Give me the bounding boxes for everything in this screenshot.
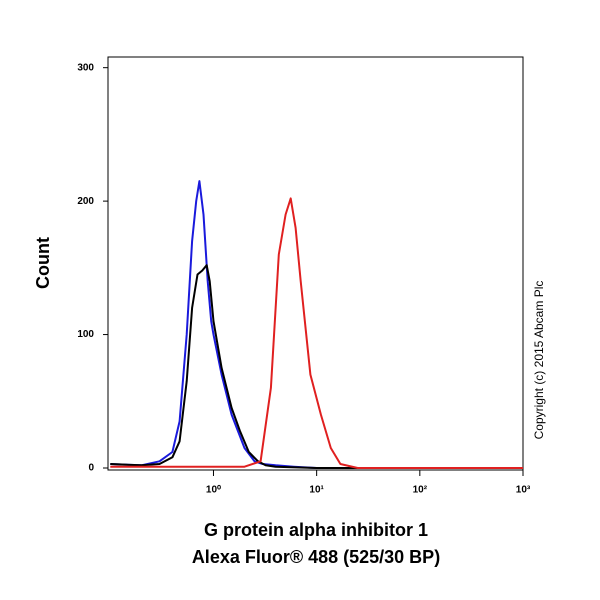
x-tick-label: 10³ (516, 485, 531, 496)
y-tick-label: 0 (88, 463, 94, 474)
y-tick-label: 300 (77, 62, 94, 73)
x-tick-label: 10² (413, 485, 428, 496)
plot-frame (107, 56, 524, 471)
copyright: Copyright (c) 2015 Abcam Plc (532, 281, 546, 440)
y-axis-label: Count (33, 237, 53, 289)
x-tick-label: 10¹ (309, 485, 324, 496)
x-axis-label: G protein alpha inhibitor 1 (204, 520, 428, 540)
series-line (110, 197, 523, 469)
x-tick-label: 10⁰ (206, 485, 221, 496)
y-tick-label: 100 (77, 329, 94, 340)
series-line (110, 264, 523, 469)
y-tick-label: 200 (77, 196, 94, 207)
series-line (110, 180, 523, 469)
x-axis-label: Alexa Fluor® 488 (525/30 BP) (192, 547, 440, 567)
